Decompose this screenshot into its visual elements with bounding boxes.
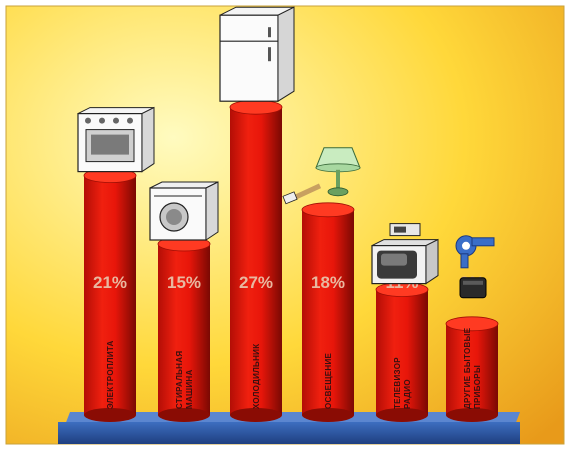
bar-top: [445, 316, 499, 332]
category-label-line: ДРУГИЕ БЫТОВЫЕ: [463, 327, 472, 409]
category-label: СТИРАЛЬНАЯ МАШИНА: [175, 351, 194, 409]
washing-machine-icon: [149, 181, 219, 241]
bar: [158, 244, 210, 415]
bar-group: 15% СТИРАЛЬНАЯ МАШИНА: [157, 236, 211, 422]
category-label-line: ХОЛОДИЛЬНИК: [252, 344, 261, 409]
stove-icon: [77, 106, 155, 173]
bar-top: [301, 202, 355, 218]
category-label: ДРУГИЕ БЫТОВЫЕ ПРИБОРЫ: [463, 327, 482, 409]
bar-top: [229, 99, 283, 115]
bar: [84, 175, 136, 415]
bar: [302, 209, 354, 415]
lamp-icon: [282, 147, 361, 205]
bar: [446, 323, 498, 415]
value-label: 15%: [167, 273, 201, 292]
value-label: 27%: [239, 273, 273, 292]
category-label-line: ТЕЛЕВИЗОР: [393, 357, 402, 409]
category-label-line: ПРИБОРЫ: [473, 365, 482, 409]
category-label-line: СТИРАЛЬНАЯ: [175, 351, 184, 409]
category-label-line: ЭЛЕКТРОПЛИТА: [106, 340, 115, 409]
category-label: ЭЛЕКТРОПЛИТА: [106, 340, 115, 409]
category-label-line: РАДИО: [403, 379, 412, 409]
hairdryer-icon: [455, 235, 495, 299]
category-label: ОСВЕЩЕНИЕ: [324, 352, 333, 409]
bar-bottom: [158, 408, 210, 422]
platform-base: [58, 422, 520, 444]
refrigerator-icon: [219, 6, 295, 103]
bar-bottom: [376, 408, 428, 422]
bar: [376, 289, 428, 415]
tv-radio-icon: [371, 223, 439, 285]
category-label: ХОЛОДИЛЬНИК: [252, 344, 261, 409]
value-label: 21%: [93, 273, 127, 292]
bar-group: 21% ЭЛЕКТРОПЛИТА: [83, 168, 137, 422]
bar-bottom: [84, 408, 136, 422]
value-label: 18%: [311, 273, 345, 292]
bar-bottom: [230, 408, 282, 422]
category-label: ТЕЛЕВИЗОР РАДИО: [393, 357, 412, 409]
bar-bottom: [302, 408, 354, 422]
bar: [230, 107, 282, 415]
bar-group: 18% ОСВЕЩЕНИЕ: [301, 202, 355, 422]
bar-group: 27% ХОЛОДИЛЬНИК: [229, 99, 283, 422]
category-label-line: ОСВЕЩЕНИЕ: [324, 352, 333, 409]
bar-bottom: [446, 408, 498, 422]
category-label-line: МАШИНА: [185, 369, 194, 409]
